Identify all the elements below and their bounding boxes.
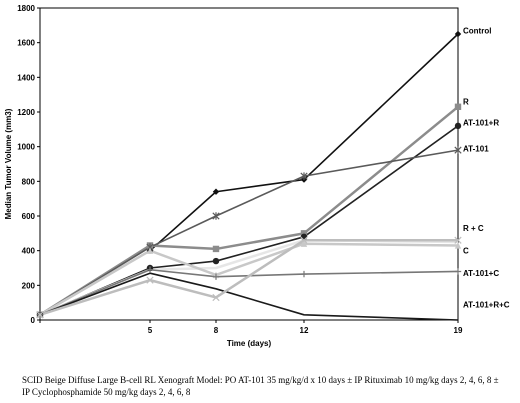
series-label: AT-101+C — [463, 269, 499, 278]
y-axis-ticks: 0 200 400 600 800 1000 1200 1400 1600 1800 — [17, 4, 40, 325]
data-point — [454, 268, 462, 275]
data-point — [300, 270, 308, 278]
data-point — [300, 230, 308, 237]
y-tick-label: 600 — [22, 212, 36, 221]
y-tick-label: 400 — [22, 247, 36, 256]
data-point — [212, 257, 220, 265]
y-tick-label: 0 — [31, 316, 36, 325]
x-axis-title: Time (days) — [227, 339, 272, 348]
y-tick-label: 1800 — [17, 4, 35, 13]
series-label: R — [463, 98, 469, 107]
data-point — [212, 273, 220, 280]
data-point — [454, 242, 462, 249]
data-point — [212, 293, 220, 302]
data-point — [146, 247, 154, 254]
y-tick-label: 1600 — [17, 39, 35, 48]
tumor-volume-chart: 0 200 400 600 800 1000 1200 1400 1600 1800 5 8 12 19… — [4, 4, 510, 348]
data-point — [146, 276, 154, 284]
data-point — [454, 122, 462, 130]
x-tick-label: 12 — [300, 326, 309, 335]
data-point — [300, 233, 308, 240]
data-point — [454, 146, 462, 154]
data-point — [146, 266, 154, 273]
series-labels: Control R AT-101+R AT-101 R + C C AT-101+C AT-1… — [463, 27, 510, 310]
y-tick-label: 200 — [22, 281, 36, 290]
figure-caption: SCID Beige Diffuse Large B-cell RL Xenog… — [22, 375, 499, 397]
data-point — [36, 311, 44, 319]
data-point — [300, 240, 308, 247]
y-tick-label: 1200 — [17, 108, 35, 117]
series-line — [39, 272, 459, 321]
x-tick-label: 8 — [214, 326, 219, 335]
data-point — [212, 245, 220, 253]
y-tick-label: 1000 — [17, 143, 35, 152]
series-label: AT-101 — [463, 144, 489, 153]
data-point — [454, 103, 462, 110]
data-point — [212, 188, 220, 195]
y-tick-label: 1400 — [17, 73, 35, 82]
x-axis-ticks: 5 8 12 19 — [39, 320, 463, 335]
series-label: Control — [463, 27, 491, 36]
series-label: AT-101+R — [463, 118, 499, 127]
series-markers — [36, 30, 462, 319]
data-point — [212, 212, 220, 220]
series-label: AT-101+R+C — [463, 300, 510, 309]
y-axis-title: Median Tumor Volume (mm3) — [4, 108, 13, 219]
series-label: C — [463, 247, 469, 256]
data-point — [454, 236, 462, 244]
data-point — [454, 30, 462, 38]
x-tick-label: 19 — [454, 326, 463, 335]
data-point — [300, 172, 308, 180]
y-tick-label: 800 — [22, 177, 36, 186]
data-point — [300, 236, 308, 244]
x-tick-label: 5 — [148, 326, 153, 335]
series-label: R + C — [463, 224, 484, 233]
